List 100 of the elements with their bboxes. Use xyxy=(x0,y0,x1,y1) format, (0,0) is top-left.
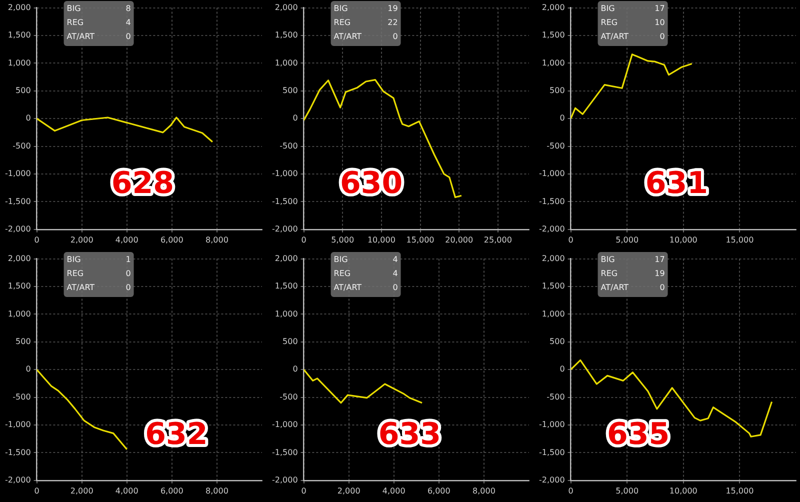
annotation: 633 xyxy=(378,416,441,452)
y-tick-label: 2,000 xyxy=(274,254,298,263)
annotation: 8 xyxy=(126,4,131,14)
x-tick-label: 2,000 xyxy=(70,486,94,496)
y-tick-label: 0 xyxy=(292,114,298,123)
annotation: AT/ART xyxy=(600,283,629,292)
annotation: BIG xyxy=(66,255,81,264)
x-tick-label: 15,000 xyxy=(726,235,754,244)
x-tick-label: 20,000 xyxy=(445,235,474,244)
annotation: 19 xyxy=(388,4,398,14)
x-tick-label: 0 xyxy=(301,235,306,244)
y-tick-label: -2,000 xyxy=(272,224,298,234)
y-tick-label: 2,000 xyxy=(542,2,565,12)
annotation: REG xyxy=(66,18,84,28)
x-tick-label: 0 xyxy=(34,486,40,496)
x-tick-label: 8,000 xyxy=(206,486,228,496)
y-tick-label: 1,000 xyxy=(8,58,31,68)
x-tick-label: 10,000 xyxy=(669,235,698,244)
y-tick-label: -1,000 xyxy=(4,420,31,430)
annotation: 0 xyxy=(126,269,131,278)
annotation: 635 xyxy=(607,416,670,452)
annotation: BIG xyxy=(334,255,348,264)
y-tick-label: 1,500 xyxy=(542,30,565,40)
y-tick-label: 0 xyxy=(560,114,565,123)
annotation: BIG xyxy=(600,4,615,14)
y-tick-label: 0 xyxy=(560,364,565,374)
annotation: BIG xyxy=(600,255,615,264)
annotation: REG xyxy=(600,18,618,28)
annotation: REG xyxy=(600,269,618,278)
annotation: 632 xyxy=(145,416,208,452)
y-tick-label: 1,500 xyxy=(8,30,31,40)
x-tick-label: 6,000 xyxy=(427,486,450,496)
x-tick-label: 5,000 xyxy=(331,235,354,244)
y-tick-label: -500 xyxy=(280,392,298,402)
annotation: 17 xyxy=(654,4,665,14)
x-tick-label: 2,000 xyxy=(337,486,360,496)
x-tick-label: 0 xyxy=(568,235,574,244)
annotation: REG xyxy=(334,269,351,278)
annotation: 0 xyxy=(392,32,398,42)
y-tick-label: -500 xyxy=(12,141,31,150)
annotation: AT/ART xyxy=(66,283,95,292)
annotation: 22 xyxy=(388,18,398,28)
y-tick-label: 2,000 xyxy=(8,254,31,263)
y-tick-label: 2,000 xyxy=(274,2,298,12)
y-tick-label: 500 xyxy=(550,86,565,95)
x-tick-label: 8,000 xyxy=(206,235,228,244)
y-tick-label: 2,000 xyxy=(542,254,565,263)
y-tick-label: -500 xyxy=(280,141,298,150)
x-tick-label: 4,000 xyxy=(382,486,406,496)
x-tick-label: 0 xyxy=(568,486,574,496)
y-tick-label: -1,500 xyxy=(538,448,565,457)
y-tick-label: 1,500 xyxy=(274,282,298,291)
x-tick-label: 25,000 xyxy=(484,235,512,244)
annotation: 17 xyxy=(654,255,665,264)
x-tick-label: 10,000 xyxy=(669,486,698,496)
y-tick-label: -1,000 xyxy=(538,420,565,430)
y-tick-label: -2,000 xyxy=(272,475,298,484)
y-tick-label: 1,500 xyxy=(8,282,31,291)
y-tick-label: -2,000 xyxy=(538,475,565,484)
y-tick-label: 1,500 xyxy=(542,282,565,291)
annotation: BIG xyxy=(334,4,348,14)
y-tick-label: -1,000 xyxy=(4,169,31,178)
y-tick-label: 500 xyxy=(550,336,565,346)
y-tick-label: -1,000 xyxy=(272,420,298,430)
x-tick-label: 15,000 xyxy=(726,486,754,496)
annotation: AT/ART xyxy=(600,32,629,42)
y-tick-label: -2,000 xyxy=(538,224,565,234)
annotation: 0 xyxy=(660,32,665,42)
x-tick-label: 10,000 xyxy=(367,235,396,244)
x-tick-label: 2,000 xyxy=(70,235,94,244)
x-tick-label: 0 xyxy=(34,235,40,244)
y-tick-label: -1,500 xyxy=(4,448,31,457)
y-tick-label: 1,000 xyxy=(542,58,565,68)
annotation: 628 xyxy=(111,166,174,201)
annotation: 0 xyxy=(392,283,398,292)
y-tick-label: -1,000 xyxy=(272,169,298,178)
y-tick-label: -1,500 xyxy=(272,196,298,206)
annotation: 1 xyxy=(126,255,131,264)
y-tick-label: -1,500 xyxy=(538,196,565,206)
annotation: REG xyxy=(66,269,84,278)
x-tick-label: 5,000 xyxy=(616,486,639,496)
annotation: 19 xyxy=(654,269,665,278)
x-tick-label: 15,000 xyxy=(406,235,434,244)
annotation: 4 xyxy=(126,18,131,28)
y-tick-label: 0 xyxy=(292,364,298,374)
y-tick-label: -2,000 xyxy=(4,475,31,484)
annotation: 4 xyxy=(392,269,398,278)
annotation: BIG xyxy=(66,4,81,14)
y-tick-label: 500 xyxy=(282,336,298,346)
y-tick-label: 1,000 xyxy=(8,309,31,318)
x-tick-label: 0 xyxy=(301,486,306,496)
annotation: AT/ART xyxy=(66,32,95,42)
annotation: REG xyxy=(334,18,351,28)
y-tick-label: 1,000 xyxy=(274,58,298,68)
annotation: 0 xyxy=(126,32,131,42)
y-tick-label: 1,000 xyxy=(274,309,298,318)
annotation: 631 xyxy=(645,166,708,201)
x-tick-label: 6,000 xyxy=(160,486,184,496)
x-tick-label: 6,000 xyxy=(160,235,184,244)
y-tick-label: 1,000 xyxy=(542,309,565,318)
